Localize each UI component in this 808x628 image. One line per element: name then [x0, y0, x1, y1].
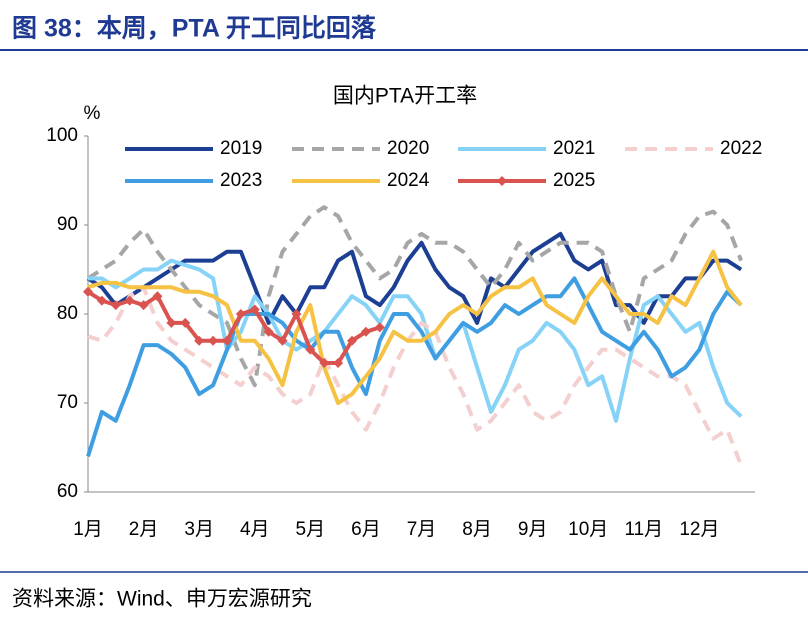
y-tick-label: 90 [57, 214, 78, 235]
legend-label: 2025 [553, 170, 595, 191]
legend-label: 2024 [387, 170, 430, 191]
series-line [86, 276, 743, 457]
point-marker [110, 300, 121, 311]
point-marker [208, 335, 219, 346]
y-tick-label: 80 [57, 303, 78, 324]
point-marker [291, 309, 302, 319]
x-tick-label: 2月 [129, 519, 159, 540]
x-tick-label: 10月 [568, 519, 608, 540]
series-line [86, 290, 381, 365]
x-tick-label: 8月 [462, 519, 492, 540]
point-marker [96, 295, 107, 306]
series-line [86, 231, 743, 325]
legend-label: 2020 [387, 138, 429, 159]
point-marker [235, 309, 246, 319]
y-unit: % [84, 103, 101, 124]
x-tick-label: 6月 [351, 519, 381, 540]
legend-label: 2023 [220, 170, 262, 191]
x-tick-label: 5月 [296, 519, 326, 540]
legend-label: 2021 [553, 138, 595, 159]
x-tick-label: 1月 [73, 519, 103, 540]
series-line [86, 205, 743, 388]
point-marker [319, 357, 330, 368]
point-marker [166, 317, 177, 328]
point-marker [305, 344, 316, 355]
legend-label: 2022 [720, 138, 762, 159]
point-marker [83, 286, 93, 297]
point-marker [152, 291, 163, 302]
legend-label: 2019 [220, 138, 262, 159]
point-marker [194, 335, 205, 346]
series-line [87, 249, 743, 405]
point-marker [180, 317, 191, 328]
chart-title: 国内PTA开工率 [333, 85, 477, 108]
x-tick-label: 7月 [407, 519, 437, 540]
point-marker [374, 322, 385, 333]
point-marker [347, 335, 358, 346]
point-marker [360, 326, 371, 337]
point-marker [263, 326, 274, 337]
x-tick-label: 3月 [184, 519, 214, 540]
y-tick-label: 60 [57, 481, 78, 502]
source-note: 资料来源：Wind、申万宏源研究 [12, 588, 312, 611]
x-tick-label: 9月 [518, 519, 548, 540]
point-marker [221, 335, 232, 346]
point-marker [333, 357, 344, 368]
point-marker [124, 295, 135, 306]
y-tick-label: 70 [57, 392, 78, 413]
x-tick-label: 12月 [679, 519, 719, 540]
x-tick-label: 11月 [624, 519, 663, 540]
point-marker [138, 300, 149, 311]
y-tick-label: 100 [46, 125, 78, 146]
page-title: 图 38：本周，PTA 开工同比回落 [12, 15, 377, 43]
point-marker [249, 304, 260, 315]
x-tick-label: 4月 [240, 519, 270, 540]
legend-marker [497, 176, 507, 186]
point-marker [277, 335, 288, 346]
